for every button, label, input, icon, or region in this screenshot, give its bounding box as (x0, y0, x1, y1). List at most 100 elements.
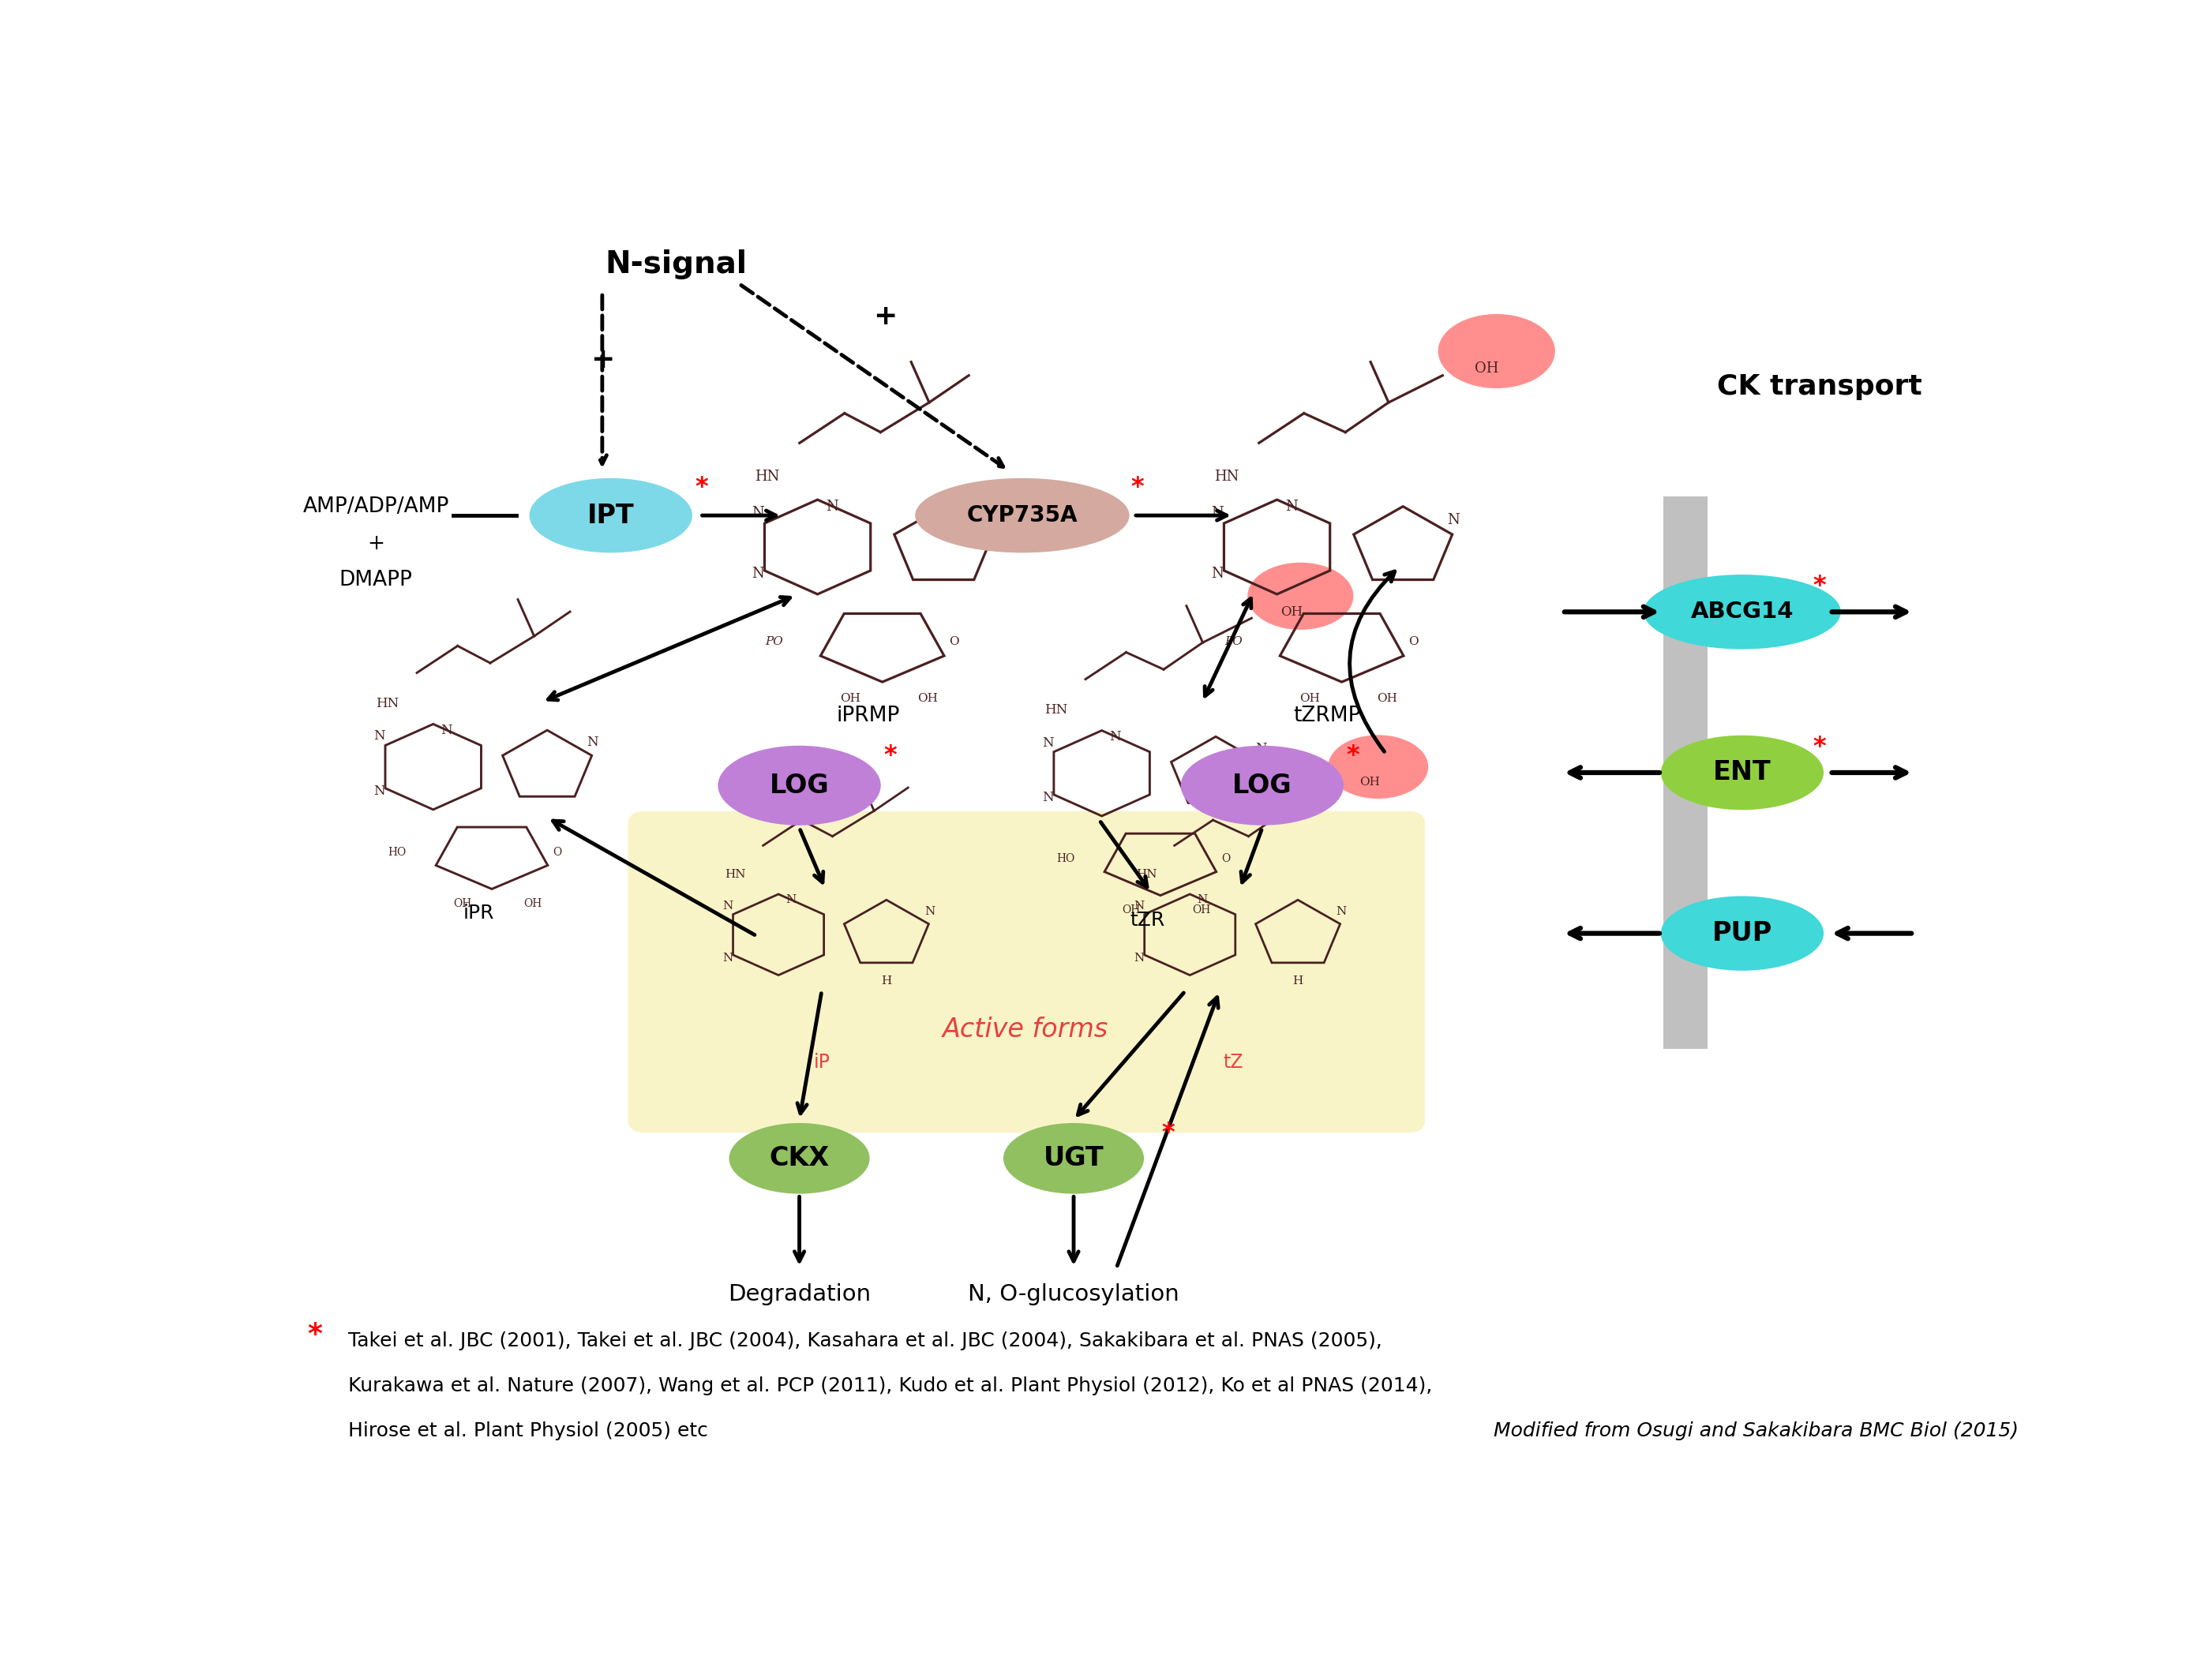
Text: *: * (307, 1321, 323, 1348)
Text: UGT: UGT (1044, 1146, 1104, 1171)
Text: OH: OH (1192, 905, 1210, 915)
Text: N, O-glucosylation: N, O-glucosylation (969, 1283, 1179, 1306)
Text: iPRMP: iPRMP (836, 705, 900, 726)
Text: *: * (695, 474, 708, 499)
Text: CK transport: CK transport (1717, 374, 1922, 401)
Text: N: N (1042, 792, 1053, 805)
Text: Degradation: Degradation (728, 1283, 872, 1306)
Text: N: N (1108, 730, 1121, 743)
Text: iPR: iPR (462, 903, 493, 924)
Text: N: N (723, 900, 732, 912)
Text: N: N (1285, 499, 1298, 514)
Ellipse shape (916, 478, 1130, 553)
Text: N: N (989, 513, 1000, 528)
FancyBboxPatch shape (628, 812, 1425, 1132)
Text: N: N (1447, 513, 1460, 528)
Text: *: * (883, 743, 896, 768)
Text: *: * (1814, 735, 1825, 760)
Text: OH: OH (1376, 693, 1398, 703)
Text: N: N (586, 736, 599, 750)
Text: Modified from Osugi and Sakakibara BMC Biol (2015): Modified from Osugi and Sakakibara BMC B… (1493, 1421, 2020, 1441)
Text: N: N (1336, 907, 1347, 917)
Text: ABCG14: ABCG14 (1690, 601, 1794, 623)
Text: Active forms: Active forms (942, 1017, 1108, 1042)
Text: PUP: PUP (1712, 920, 1772, 947)
Text: N: N (1042, 736, 1053, 750)
Text: N: N (785, 895, 796, 905)
Bar (1663, 496, 1708, 1049)
Text: N: N (1135, 952, 1144, 964)
Text: *: * (1130, 474, 1144, 499)
Text: N: N (374, 730, 385, 743)
Text: N: N (440, 723, 451, 736)
Text: N: N (825, 499, 838, 514)
Ellipse shape (1004, 1122, 1144, 1194)
Text: O: O (1409, 636, 1418, 646)
Text: Hirose et al. Plant Physiol (2005) etc: Hirose et al. Plant Physiol (2005) etc (349, 1421, 708, 1441)
Ellipse shape (1644, 574, 1840, 650)
Text: O: O (949, 636, 960, 646)
Text: N: N (1197, 895, 1208, 905)
Text: N: N (1212, 566, 1223, 581)
Text: Kurakawa et al. Nature (2007), Wang et al. PCP (2011), Kudo et al. Plant Physiol: Kurakawa et al. Nature (2007), Wang et a… (349, 1376, 1433, 1396)
Ellipse shape (1181, 745, 1343, 825)
Ellipse shape (730, 1122, 869, 1194)
Ellipse shape (1248, 563, 1354, 630)
Text: N: N (752, 566, 765, 581)
Text: HN: HN (1214, 469, 1239, 484)
Text: HN: HN (754, 469, 779, 484)
Text: N: N (925, 907, 936, 917)
Text: AMP/ADP/AMP: AMP/ADP/AMP (303, 496, 449, 516)
Text: IPT: IPT (586, 503, 635, 528)
Text: +: + (874, 302, 898, 329)
Text: OH: OH (1281, 605, 1303, 618)
Text: N: N (1135, 900, 1144, 912)
Text: +: + (367, 533, 385, 554)
Text: OH: OH (524, 898, 542, 908)
Ellipse shape (719, 745, 880, 825)
Text: OH: OH (1121, 905, 1139, 915)
Text: tZ: tZ (1223, 1052, 1243, 1072)
Text: HO: HO (1057, 853, 1075, 865)
Text: OH: OH (1360, 777, 1380, 788)
Text: Takei et al. JBC (2001), Takei et al. JBC (2004), Kasahara et al. JBC (2004), Sa: Takei et al. JBC (2001), Takei et al. JB… (349, 1331, 1382, 1351)
Text: N: N (1212, 506, 1223, 521)
Ellipse shape (1661, 735, 1823, 810)
Text: iP: iP (814, 1052, 830, 1072)
Text: CKX: CKX (770, 1146, 830, 1171)
Text: H: H (1292, 975, 1303, 987)
Text: DMAPP: DMAPP (338, 569, 414, 590)
Text: PO: PO (765, 636, 783, 646)
Text: N-signal: N-signal (604, 250, 748, 279)
Text: N: N (752, 506, 765, 521)
Text: PO: PO (1225, 636, 1243, 646)
Text: OH: OH (1298, 693, 1321, 703)
Text: HN: HN (376, 696, 398, 710)
Text: *: * (1347, 743, 1360, 768)
Text: N: N (1256, 741, 1267, 755)
Text: O: O (553, 847, 562, 858)
Ellipse shape (1438, 314, 1555, 389)
Text: +: + (591, 346, 615, 374)
Text: OH: OH (1475, 362, 1500, 376)
Text: OH: OH (841, 693, 860, 703)
Text: HN: HN (1137, 868, 1157, 880)
Ellipse shape (1327, 735, 1429, 798)
Text: *: * (1814, 574, 1825, 598)
Text: HN: HN (1044, 703, 1068, 716)
Text: HO: HO (387, 847, 407, 858)
Text: OH: OH (918, 693, 938, 703)
Text: N: N (723, 952, 732, 964)
Ellipse shape (1661, 897, 1823, 970)
Text: LOG: LOG (1232, 773, 1292, 798)
Text: tZR: tZR (1130, 910, 1166, 929)
Text: HN: HN (726, 868, 745, 880)
Text: CYP735A: CYP735A (967, 504, 1077, 526)
Text: O: O (1221, 853, 1230, 865)
Text: N: N (374, 785, 385, 798)
Text: LOG: LOG (770, 773, 830, 798)
Text: H: H (880, 975, 891, 987)
Text: OH: OH (453, 898, 471, 908)
Text: ENT: ENT (1712, 760, 1772, 785)
Text: *: * (1161, 1121, 1175, 1146)
